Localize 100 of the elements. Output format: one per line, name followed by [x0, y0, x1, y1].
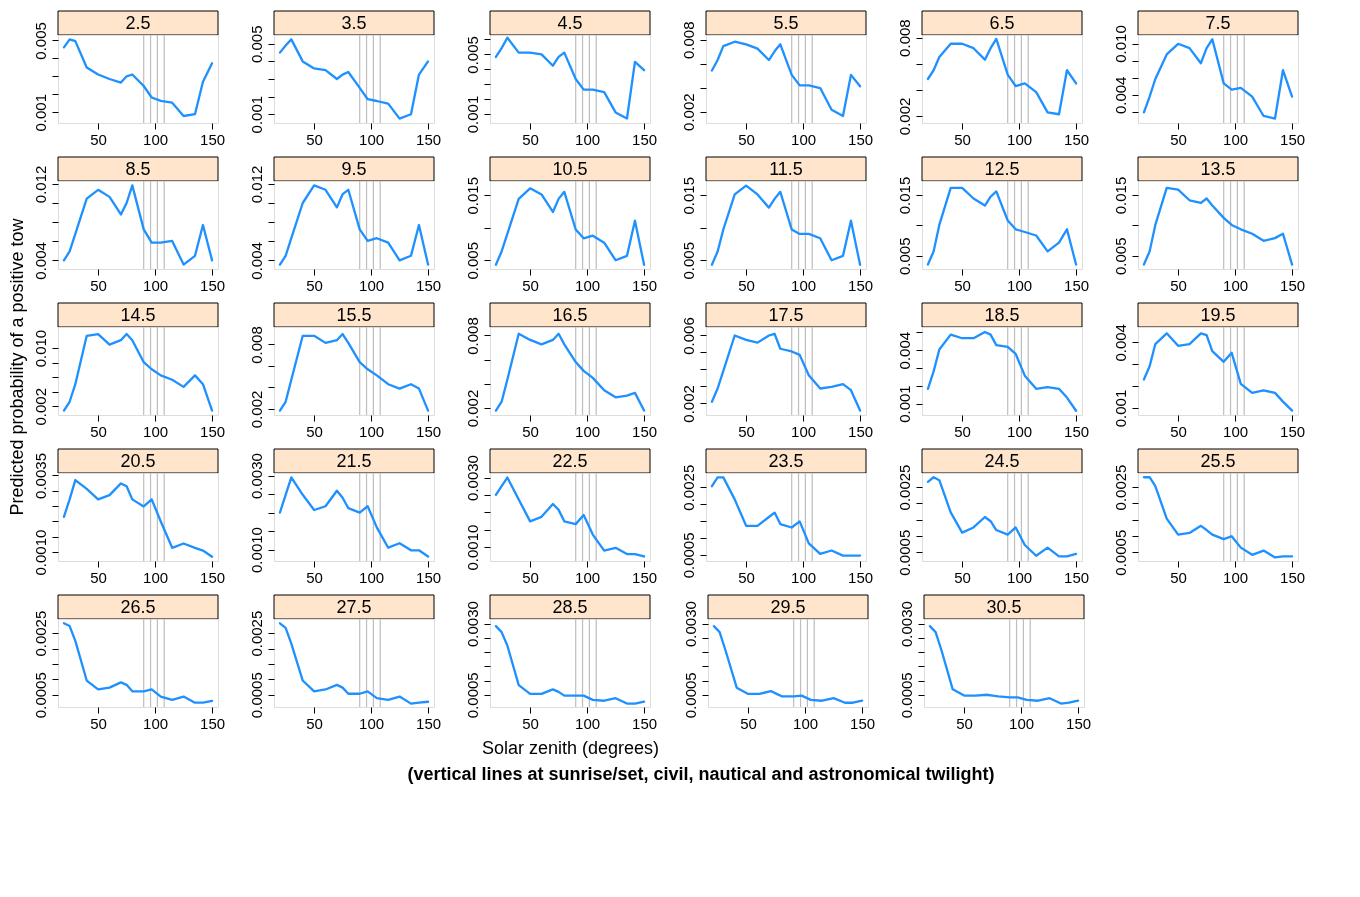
y-tick-label: 0.005 — [679, 241, 697, 280]
x-tick-label: 150 — [848, 130, 874, 148]
x-tick-label: 50 — [738, 568, 755, 586]
x-tick-label: 150 — [632, 714, 658, 732]
y-tick-label: 0.0005 — [897, 672, 915, 719]
line-series — [1142, 476, 1294, 559]
chart-title: 24.5 — [984, 451, 1020, 471]
chart-title: 27.5 — [336, 597, 372, 617]
line-series — [710, 476, 862, 557]
y-tick-label: 0.002 — [247, 390, 265, 429]
x-tick-label: 100 — [575, 568, 601, 586]
line-series — [62, 622, 214, 704]
x-tick-label: 100 — [359, 130, 385, 148]
chart-title: 8.5 — [125, 159, 151, 179]
y-tick-label: 0.0005 — [681, 672, 699, 719]
y-tick-label: 0.004 — [247, 242, 265, 280]
x-tick-label: 100 — [359, 276, 385, 294]
chart-title: 28.5 — [552, 597, 588, 617]
x-tick-label: 100 — [359, 714, 385, 732]
chart-title: 21.5 — [336, 451, 372, 471]
chart-title: 19.5 — [1200, 305, 1236, 325]
chart-title: 25.5 — [1200, 451, 1236, 471]
x-tick-label: 50 — [90, 276, 107, 294]
line-series — [494, 624, 646, 705]
x-tick-label: 50 — [306, 568, 323, 586]
x-tick-label: 150 — [850, 714, 876, 732]
x-tick-label: 100 — [143, 568, 169, 586]
y-tick-label: 0.0025 — [1111, 464, 1129, 511]
chart-title: 12.5 — [984, 159, 1020, 179]
x-tick-label: 150 — [416, 568, 442, 586]
chart-title: 29.5 — [770, 597, 806, 617]
x-tick-label: 150 — [1280, 422, 1306, 440]
chart-title: 22.5 — [552, 451, 588, 471]
chart-title: 16.5 — [552, 305, 588, 325]
y-tick-label: 0.0005 — [895, 529, 913, 576]
x-tick-label: 150 — [1280, 568, 1306, 586]
y-tick-label: 0.0005 — [247, 672, 265, 719]
x-tick-label: 100 — [1223, 130, 1249, 148]
y-tick-label: 0.0010 — [31, 529, 49, 576]
line-series — [62, 184, 214, 266]
y-tick-label: 0.015 — [1111, 176, 1129, 215]
x-tick-label: 100 — [793, 714, 819, 732]
y-tick-label: 0.005 — [247, 25, 265, 64]
x-tick-label: 150 — [416, 276, 442, 294]
x-tick-label: 150 — [416, 130, 442, 148]
x-tick-label: 100 — [575, 714, 601, 732]
chart-title: 20.5 — [120, 451, 156, 471]
x-tick-label: 100 — [791, 568, 817, 586]
line-series — [712, 624, 864, 704]
x-tick-label: 50 — [738, 130, 755, 148]
y-tick-label: 0.0005 — [679, 532, 697, 579]
line-series — [278, 332, 430, 412]
x-tick-label: 50 — [954, 130, 971, 148]
line-series — [62, 332, 214, 412]
line-series — [62, 38, 214, 118]
chart-title: 10.5 — [552, 159, 588, 179]
x-tick-label: 50 — [522, 568, 539, 586]
x-tick-label: 50 — [90, 568, 107, 586]
y-tick-label: 0.005 — [31, 22, 49, 60]
y-tick-label: 0.0010 — [247, 527, 265, 573]
y-tick-label: 0.006 — [679, 317, 697, 355]
line-series — [278, 476, 430, 558]
x-tick-label: 100 — [575, 422, 601, 440]
x-tick-label: 150 — [416, 714, 442, 732]
y-tick-label: 0.0030 — [463, 601, 481, 647]
x-tick-label: 50 — [954, 568, 971, 586]
x-tick-label: 50 — [90, 714, 107, 732]
x-tick-label: 100 — [1007, 422, 1033, 440]
x-tick-label: 50 — [522, 422, 539, 440]
y-tick-label: 0.015 — [895, 176, 913, 215]
y-tick-label: 0.0025 — [679, 464, 697, 511]
y-tick-label: 0.0025 — [31, 610, 49, 657]
x-tick-label: 150 — [632, 422, 658, 440]
x-tick-label: 150 — [200, 130, 226, 148]
x-tick-label: 50 — [740, 714, 757, 732]
chart-title: 14.5 — [120, 305, 156, 325]
x-tick-label: 100 — [359, 422, 385, 440]
y-tick-label: 0.0030 — [897, 601, 915, 647]
x-tick-label: 150 — [1064, 422, 1090, 440]
chart-title: 11.5 — [769, 159, 803, 179]
x-tick-label: 150 — [1066, 714, 1092, 732]
x-tick-label: 150 — [416, 422, 442, 440]
y-tick-label: 0.0030 — [463, 455, 481, 501]
y-tick-label: 0.002 — [31, 388, 49, 426]
y-tick-label: 0.012 — [31, 165, 49, 204]
chart-title: 15.5 — [336, 305, 372, 325]
x-tick-label: 100 — [143, 714, 169, 732]
x-tick-label: 50 — [522, 130, 539, 148]
line-series — [278, 184, 430, 266]
x-tick-label: 150 — [848, 422, 874, 440]
x-tick-label: 50 — [956, 714, 973, 732]
chart-title: 13.5 — [1200, 159, 1236, 179]
y-tick-label: 0.008 — [463, 317, 481, 355]
y-tick-label: 0.015 — [679, 177, 697, 215]
x-tick-label: 50 — [1170, 422, 1187, 440]
chart-title: 18.5 — [984, 305, 1020, 325]
chart-title: 9.5 — [341, 159, 367, 179]
y-tick-label: 0.005 — [895, 237, 913, 276]
y-tick-label: 0.001 — [31, 93, 49, 132]
y-tick-label: 0.0035 — [31, 453, 49, 499]
